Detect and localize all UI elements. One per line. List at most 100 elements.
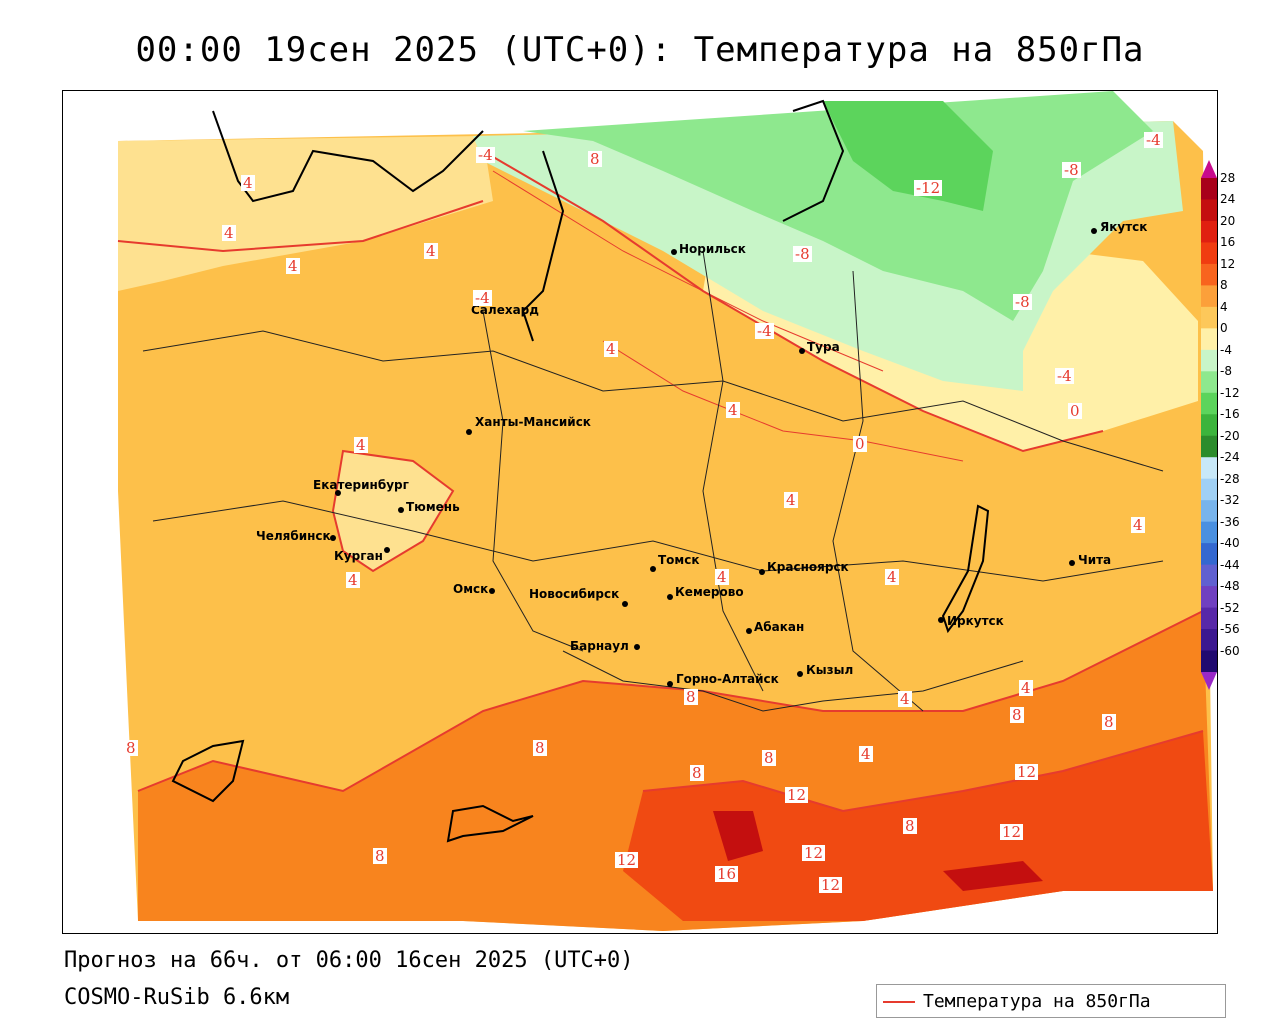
colorbar-swatch: [1201, 263, 1217, 286]
legend: Температура на 850гПа: [876, 984, 1226, 1018]
colorbar-tick-label: -4: [1220, 342, 1232, 357]
colorbar-tick-label: -12: [1220, 385, 1240, 400]
colorbar-swatch: [1201, 306, 1217, 329]
colorbar-tick-label: -16: [1220, 407, 1240, 422]
colorbar-swatch: [1201, 414, 1217, 437]
region-border: [152, 500, 1164, 582]
contour-label: 4: [354, 436, 368, 454]
contour-label: 4: [1131, 516, 1145, 534]
colorbar-tick-label: 16: [1220, 235, 1236, 250]
contour-line: [482, 150, 1104, 453]
colorbar-swatch: [1201, 178, 1217, 200]
contour-label: 8: [684, 688, 698, 706]
temperature-map: [117, 91, 1213, 931]
contour-label: 8: [762, 749, 776, 767]
contour-label: 12: [615, 851, 639, 869]
colorbar-tick-label: 4: [1220, 299, 1228, 314]
contour-label: -12: [914, 179, 943, 197]
legend-line-swatch: [883, 1001, 915, 1003]
contour-label: 12: [1015, 763, 1039, 781]
contour-label: -4: [476, 146, 495, 164]
lake-balkhash: [446, 804, 534, 843]
contour-line: [117, 200, 484, 253]
contour-label: 0: [853, 435, 867, 453]
colorbar-tick-label: -44: [1220, 557, 1240, 572]
coastline: [782, 99, 845, 222]
colorbar-swatch: [1201, 500, 1217, 523]
contour-label: -4: [1144, 131, 1163, 149]
contour-label: 12: [819, 876, 843, 894]
colorbar-tick-label: -52: [1220, 600, 1240, 615]
region-border: [562, 650, 1024, 712]
zone-plus12: [623, 731, 1213, 921]
zone-minus12: [823, 101, 993, 211]
colorbar-min-arrow: [1201, 672, 1217, 690]
colorbar-tick-label: -56: [1220, 622, 1240, 637]
colorbar-tick-label: -60: [1220, 643, 1240, 658]
aral-sea: [171, 739, 245, 803]
colorbar-tick-label: 20: [1220, 213, 1236, 228]
contour-label: 8: [1010, 706, 1024, 724]
region-border: [832, 270, 924, 712]
contour-label: 16: [715, 865, 739, 883]
region-border: [482, 310, 584, 652]
colorbar-tick-label: 28: [1220, 171, 1236, 185]
contour-label: 4: [241, 174, 255, 192]
colorbar-swatch: [1201, 521, 1217, 544]
contour-label: 4: [604, 340, 618, 358]
colorbar-tick-label: 24: [1220, 192, 1236, 207]
colorbar-swatch: [1201, 478, 1217, 501]
colorbar-tick-label: -48: [1220, 579, 1240, 594]
colorbar-tick-label: -8: [1220, 364, 1232, 379]
colorbar-swatch: [1201, 392, 1217, 415]
contour-label: 4: [726, 401, 740, 419]
contour-label: -4: [755, 322, 774, 340]
colorbar-swatch: [1201, 199, 1217, 222]
contour-label: 8: [124, 739, 138, 757]
contour-label: 8: [690, 764, 704, 782]
contour-label: -4: [473, 289, 492, 307]
contour-label: 4: [346, 571, 360, 589]
contour-label: 4: [898, 690, 912, 708]
colorbar-swatch: [1201, 371, 1217, 394]
contour-label: 4: [885, 568, 899, 586]
map-title: 00:00 19сен 2025 (UTC+0): Температура на…: [135, 30, 1145, 70]
colorbar: [1201, 160, 1217, 690]
region-border: [142, 330, 1164, 472]
colorbar-tick-label: -28: [1220, 471, 1240, 486]
colorbar-swatch: [1201, 349, 1217, 372]
contour-label: 8: [588, 150, 602, 168]
zone-minus8: [523, 91, 1153, 321]
coastline: [521, 150, 565, 342]
contour-label: 12: [1000, 823, 1024, 841]
contour-label: 4: [1019, 679, 1033, 697]
colorbar-swatch: [1201, 457, 1217, 480]
zone-plus4: [118, 136, 493, 291]
contour-line: [602, 340, 964, 462]
colorbar-tick-label: -20: [1220, 428, 1240, 443]
zone-plus16b: [943, 861, 1043, 891]
colorbar-max-arrow: [1201, 160, 1217, 178]
region-border: [702, 250, 764, 692]
contour-label: 4: [859, 745, 873, 763]
colorbar-swatch: [1201, 629, 1217, 652]
map-panel[interactable]: [62, 90, 1218, 934]
colorbar-swatch: [1201, 650, 1217, 673]
contour-line: [137, 610, 1204, 793]
colorbar-swatch: [1201, 607, 1217, 630]
contour-label: 4: [715, 568, 729, 586]
colorbar-swatch: [1201, 220, 1217, 243]
contour-label: 8: [1102, 713, 1116, 731]
zone-plus16: [713, 811, 763, 861]
contour-label: -8: [1062, 161, 1081, 179]
contour-label: -8: [1013, 293, 1032, 311]
coastline: [212, 110, 484, 203]
contour-label: 8: [373, 847, 387, 865]
contour-line: [492, 170, 884, 372]
colorbar-swatch: [1201, 242, 1217, 265]
colorbar-tick-label: -24: [1220, 450, 1240, 465]
contour-label: 0: [1068, 402, 1082, 420]
contour-label: -4: [1055, 367, 1074, 385]
colorbar-tick-label: -40: [1220, 536, 1240, 551]
contour-label: 8: [903, 817, 917, 835]
